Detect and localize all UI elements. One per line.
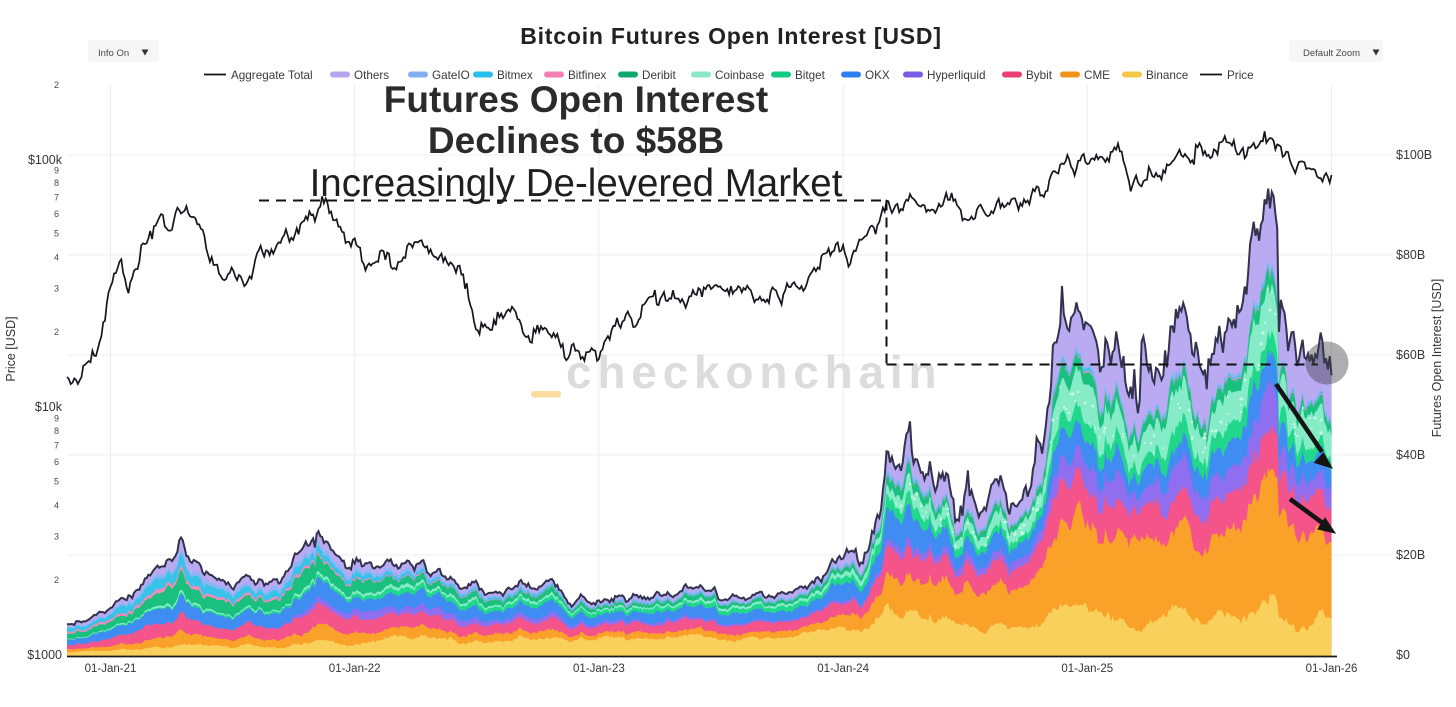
svg-text:Declines to $58B: Declines to $58B [428, 120, 724, 161]
svg-text:OKX: OKX [865, 69, 890, 82]
svg-text:4: 4 [54, 501, 59, 511]
svg-text:Price [USD]: Price [USD] [4, 316, 18, 381]
svg-text:$10k: $10k [35, 400, 63, 414]
svg-text:01-Jan-21: 01-Jan-21 [85, 663, 137, 675]
svg-text:Futures Open Interest [USD]: Futures Open Interest [USD] [1430, 279, 1444, 437]
svg-text:7: 7 [54, 192, 59, 202]
svg-text:$1000: $1000 [27, 648, 62, 662]
svg-text:01-Jan-26: 01-Jan-26 [1306, 663, 1358, 675]
svg-text:$20B: $20B [1396, 548, 1425, 562]
svg-text:2: 2 [54, 575, 59, 585]
svg-text:6: 6 [54, 209, 59, 219]
svg-text:Deribit: Deribit [642, 69, 677, 82]
svg-text:Aggregate Total: Aggregate Total [231, 69, 313, 82]
svg-text:Bitfinex: Bitfinex [568, 69, 606, 82]
svg-text:9: 9 [54, 165, 59, 175]
svg-text:01-Jan-23: 01-Jan-23 [573, 663, 625, 675]
svg-text:checkonchain: checkonchain [566, 346, 942, 398]
svg-text:$40B: $40B [1396, 448, 1425, 462]
svg-text:GateIO: GateIO [432, 69, 470, 82]
svg-text:5: 5 [54, 477, 59, 487]
svg-text:3: 3 [54, 532, 59, 542]
svg-text:Increasingly De-levered Market: Increasingly De-levered Market [310, 162, 843, 205]
svg-text:4: 4 [54, 253, 59, 263]
svg-text:2: 2 [54, 80, 59, 90]
svg-text:Hyperliquid: Hyperliquid [927, 69, 985, 82]
svg-text:Bitget: Bitget [795, 69, 826, 82]
svg-text:2: 2 [54, 327, 59, 337]
svg-text:Price: Price [1227, 69, 1254, 82]
svg-text:9: 9 [54, 413, 59, 423]
svg-text:8: 8 [54, 178, 59, 188]
svg-text:Bitmex: Bitmex [497, 69, 533, 82]
svg-text:Bybit: Bybit [1026, 69, 1053, 82]
svg-text:01-Jan-24: 01-Jan-24 [817, 663, 869, 675]
svg-text:$100B: $100B [1396, 148, 1432, 162]
svg-text:01-Jan-22: 01-Jan-22 [329, 663, 381, 675]
svg-text:01-Jan-25: 01-Jan-25 [1061, 663, 1113, 675]
svg-text:3: 3 [54, 284, 59, 294]
svg-text:Bitcoin Futures Open Interest: Bitcoin Futures Open Interest [USD] [520, 23, 942, 49]
svg-text:$100k: $100k [28, 153, 63, 167]
svg-text:$60B: $60B [1396, 348, 1425, 362]
svg-text:Coinbase: Coinbase [715, 69, 764, 82]
svg-text:7: 7 [54, 440, 59, 450]
svg-text:5: 5 [54, 229, 59, 239]
svg-text:CME: CME [1084, 69, 1110, 82]
svg-text:Binance: Binance [1146, 69, 1188, 82]
svg-text:6: 6 [54, 457, 59, 467]
svg-text:Default Zoom: Default Zoom [1303, 48, 1360, 59]
svg-text:$80B: $80B [1396, 248, 1425, 262]
svg-text:Info On: Info On [98, 48, 129, 59]
svg-text:8: 8 [54, 426, 59, 436]
svg-text:Others: Others [354, 69, 389, 82]
svg-text:$0: $0 [1396, 648, 1410, 662]
svg-text:Futures Open Interest: Futures Open Interest [384, 79, 768, 120]
